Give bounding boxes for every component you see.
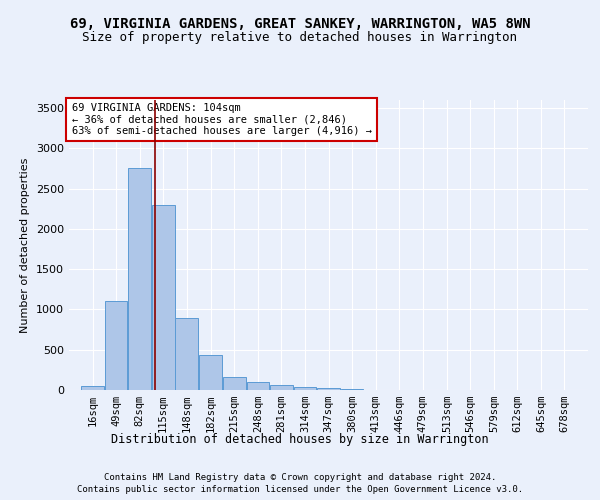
Bar [199, 356, 222, 390]
Bar [341, 389, 364, 390]
Bar [128, 168, 151, 390]
Text: Distribution of detached houses by size in Warrington: Distribution of detached houses by size … [111, 432, 489, 446]
Y-axis label: Number of detached properties: Number of detached properties [20, 158, 31, 332]
Bar [175, 318, 198, 390]
Bar [81, 386, 104, 390]
Bar [317, 388, 340, 390]
Bar [223, 376, 246, 390]
Bar [104, 302, 127, 390]
Bar [270, 385, 293, 390]
Text: Contains public sector information licensed under the Open Government Licence v3: Contains public sector information licen… [77, 485, 523, 494]
Text: 69, VIRGINIA GARDENS, GREAT SANKEY, WARRINGTON, WA5 8WN: 69, VIRGINIA GARDENS, GREAT SANKEY, WARR… [70, 18, 530, 32]
Text: Size of property relative to detached houses in Warrington: Size of property relative to detached ho… [83, 31, 517, 44]
Bar [247, 382, 269, 390]
Bar [293, 387, 316, 390]
Bar [152, 204, 175, 390]
Text: Contains HM Land Registry data © Crown copyright and database right 2024.: Contains HM Land Registry data © Crown c… [104, 472, 496, 482]
Text: 69 VIRGINIA GARDENS: 104sqm
← 36% of detached houses are smaller (2,846)
63% of : 69 VIRGINIA GARDENS: 104sqm ← 36% of det… [71, 103, 371, 136]
